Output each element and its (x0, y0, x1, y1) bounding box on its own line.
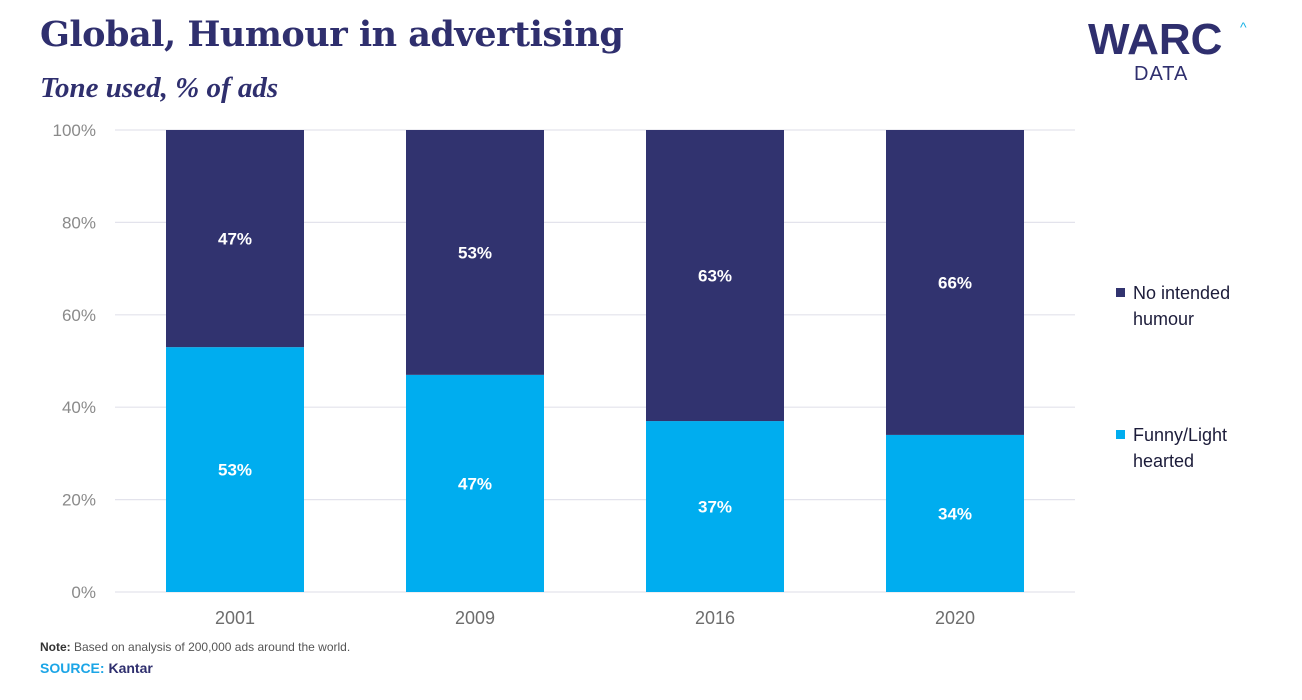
bar-segment (406, 130, 544, 375)
source-label: SOURCE: (40, 660, 105, 676)
data-label: 66% (938, 273, 972, 292)
legend-label: No intended humour (1133, 283, 1231, 329)
logo-wordmark: WARC (1088, 15, 1223, 64)
data-label: 53% (218, 461, 252, 480)
data-labels: 53% 47% 47% 53% 37% 63% 34% 66% (218, 230, 972, 524)
y-tick-label: 20% (62, 491, 96, 510)
bar-segment (406, 374, 544, 592)
y-tick-label: 40% (62, 398, 96, 417)
data-label: 34% (938, 504, 972, 523)
legend-swatch (1116, 288, 1125, 297)
warc-data-logo: WARC ^ DATA (1088, 18, 1258, 88)
bar-segment (646, 130, 784, 422)
bars (166, 130, 1024, 592)
data-label: 47% (218, 230, 252, 249)
source-value: Kantar (104, 660, 153, 676)
data-label: 47% (458, 474, 492, 493)
x-tick-label: 2009 (455, 608, 495, 628)
y-tick-label: 0% (71, 583, 96, 602)
data-label: 53% (458, 243, 492, 262)
footnote: Note: Based on analysis of 200,000 ads a… (40, 640, 350, 654)
bar-segment (166, 347, 304, 592)
x-axis-ticks: 2001 2009 2016 2020 (215, 608, 975, 628)
data-label: 37% (698, 498, 732, 517)
logo-caret-icon: ^ (1240, 19, 1247, 35)
y-tick-label: 80% (62, 213, 96, 232)
x-tick-label: 2016 (695, 608, 735, 628)
stacked-bar-chart: 0% 20% 40% 60% 80% 100% 53% 47% 47% 53% 37% 63% 34%… (53, 121, 1075, 628)
y-axis-ticks: 0% 20% 40% 60% 80% 100% (53, 121, 96, 602)
bar-segment (886, 434, 1024, 592)
legend-swatch (1116, 430, 1125, 439)
note-label: Note: (40, 640, 71, 654)
x-tick-label: 2020 (935, 608, 975, 628)
data-label: 63% (698, 267, 732, 286)
note-text: Based on analysis of 200,000 ads around … (70, 640, 351, 654)
bar-segment (886, 130, 1024, 435)
source-line: SOURCE: Kantar (40, 660, 153, 676)
bar-segment (646, 421, 784, 592)
logo-subtext: DATA (1134, 63, 1189, 85)
chart-subtitle: Tone used, % of ads (40, 72, 279, 104)
bar-segment (166, 130, 304, 348)
y-tick-label: 100% (53, 121, 96, 140)
y-tick-label: 60% (62, 306, 96, 325)
chart-title: Global, Humour in advertising (40, 14, 624, 55)
legend-label: Funny/Light hearted (1133, 425, 1228, 471)
x-tick-label: 2001 (215, 608, 255, 628)
